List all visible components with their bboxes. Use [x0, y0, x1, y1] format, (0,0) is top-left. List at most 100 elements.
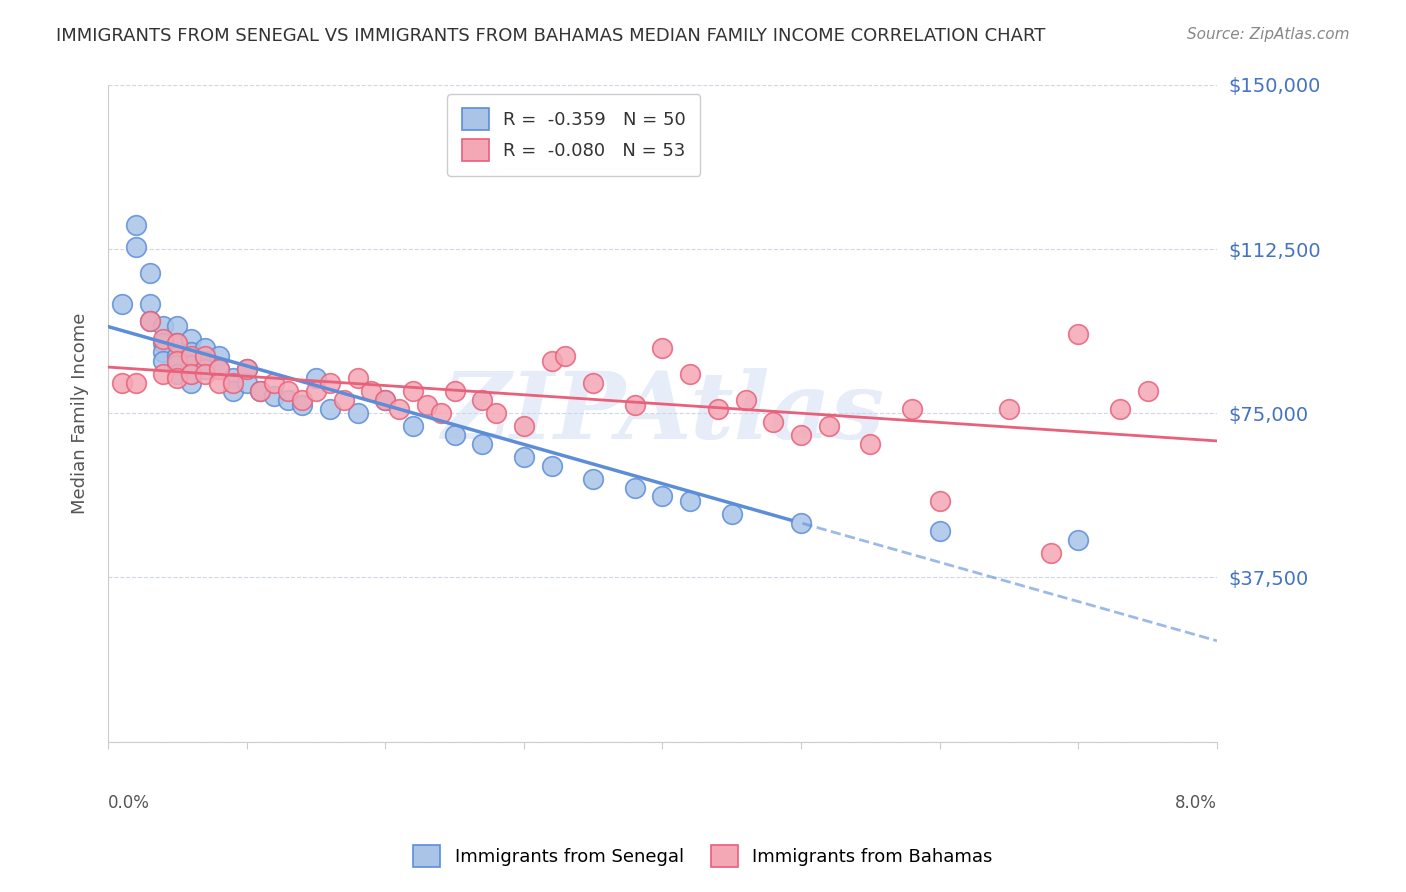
Point	[859, 437, 882, 451]
Point	[277, 384, 299, 399]
Point	[194, 353, 217, 368]
Point	[138, 297, 160, 311]
Point	[416, 397, 439, 411]
Point	[111, 297, 134, 311]
Text: IMMIGRANTS FROM SENEGAL VS IMMIGRANTS FROM BAHAMAS MEDIAN FAMILY INCOME CORRELAT: IMMIGRANTS FROM SENEGAL VS IMMIGRANTS FR…	[56, 27, 1046, 45]
Point	[125, 376, 148, 390]
Point	[346, 371, 368, 385]
Point	[152, 332, 174, 346]
Point	[166, 318, 188, 333]
Point	[125, 218, 148, 232]
Point	[166, 336, 188, 351]
Point	[152, 336, 174, 351]
Point	[651, 490, 673, 504]
Text: Source: ZipAtlas.com: Source: ZipAtlas.com	[1187, 27, 1350, 42]
Point	[554, 350, 576, 364]
Point	[249, 384, 271, 399]
Point	[402, 419, 425, 434]
Point	[623, 397, 645, 411]
Point	[540, 353, 562, 368]
Point	[111, 376, 134, 390]
Point	[180, 345, 202, 359]
Point	[166, 371, 188, 385]
Point	[166, 350, 188, 364]
Point	[651, 341, 673, 355]
Point	[679, 367, 702, 381]
Point	[790, 516, 813, 530]
Point	[720, 507, 742, 521]
Legend: Immigrants from Senegal, Immigrants from Bahamas: Immigrants from Senegal, Immigrants from…	[406, 838, 1000, 874]
Point	[485, 406, 508, 420]
Point	[180, 332, 202, 346]
Point	[152, 345, 174, 359]
Point	[513, 450, 536, 464]
Point	[679, 493, 702, 508]
Point	[194, 362, 217, 376]
Point	[235, 376, 257, 390]
Point	[263, 376, 285, 390]
Point	[194, 367, 217, 381]
Point	[513, 419, 536, 434]
Point	[180, 376, 202, 390]
Point	[402, 384, 425, 399]
Point	[623, 481, 645, 495]
Point	[1039, 546, 1062, 560]
Point	[277, 393, 299, 408]
Point	[443, 428, 465, 442]
Point	[1067, 327, 1090, 342]
Point	[208, 376, 231, 390]
Point	[194, 341, 217, 355]
Point	[263, 389, 285, 403]
Point	[180, 358, 202, 372]
Point	[1067, 533, 1090, 548]
Point	[582, 472, 605, 486]
Point	[138, 314, 160, 328]
Point	[138, 314, 160, 328]
Point	[928, 524, 950, 539]
Point	[540, 458, 562, 473]
Point	[388, 401, 411, 416]
Point	[138, 266, 160, 280]
Y-axis label: Median Family Income: Median Family Income	[72, 312, 89, 514]
Point	[235, 362, 257, 376]
Point	[360, 384, 382, 399]
Point	[429, 406, 451, 420]
Point	[194, 350, 217, 364]
Text: 8.0%: 8.0%	[1175, 794, 1218, 812]
Point	[291, 393, 314, 408]
Point	[208, 362, 231, 376]
Point	[374, 393, 396, 408]
Point	[319, 401, 342, 416]
Point	[222, 384, 245, 399]
Point	[928, 493, 950, 508]
Point	[222, 376, 245, 390]
Point	[291, 397, 314, 411]
Point	[332, 393, 354, 408]
Point	[222, 371, 245, 385]
Point	[762, 415, 785, 429]
Text: ZIPAtlas: ZIPAtlas	[441, 368, 884, 458]
Point	[166, 336, 188, 351]
Point	[125, 240, 148, 254]
Point	[1109, 401, 1132, 416]
Point	[208, 350, 231, 364]
Point	[582, 376, 605, 390]
Point	[235, 362, 257, 376]
Point	[305, 371, 328, 385]
Point	[817, 419, 839, 434]
Text: 0.0%: 0.0%	[108, 794, 150, 812]
Point	[166, 353, 188, 368]
Point	[166, 358, 188, 372]
Point	[249, 384, 271, 399]
Point	[319, 376, 342, 390]
Point	[180, 350, 202, 364]
Point	[166, 367, 188, 381]
Point	[305, 384, 328, 399]
Point	[152, 353, 174, 368]
Point	[1136, 384, 1159, 399]
Point	[443, 384, 465, 399]
Point	[471, 393, 494, 408]
Point	[180, 367, 202, 381]
Point	[707, 401, 730, 416]
Point	[901, 401, 924, 416]
